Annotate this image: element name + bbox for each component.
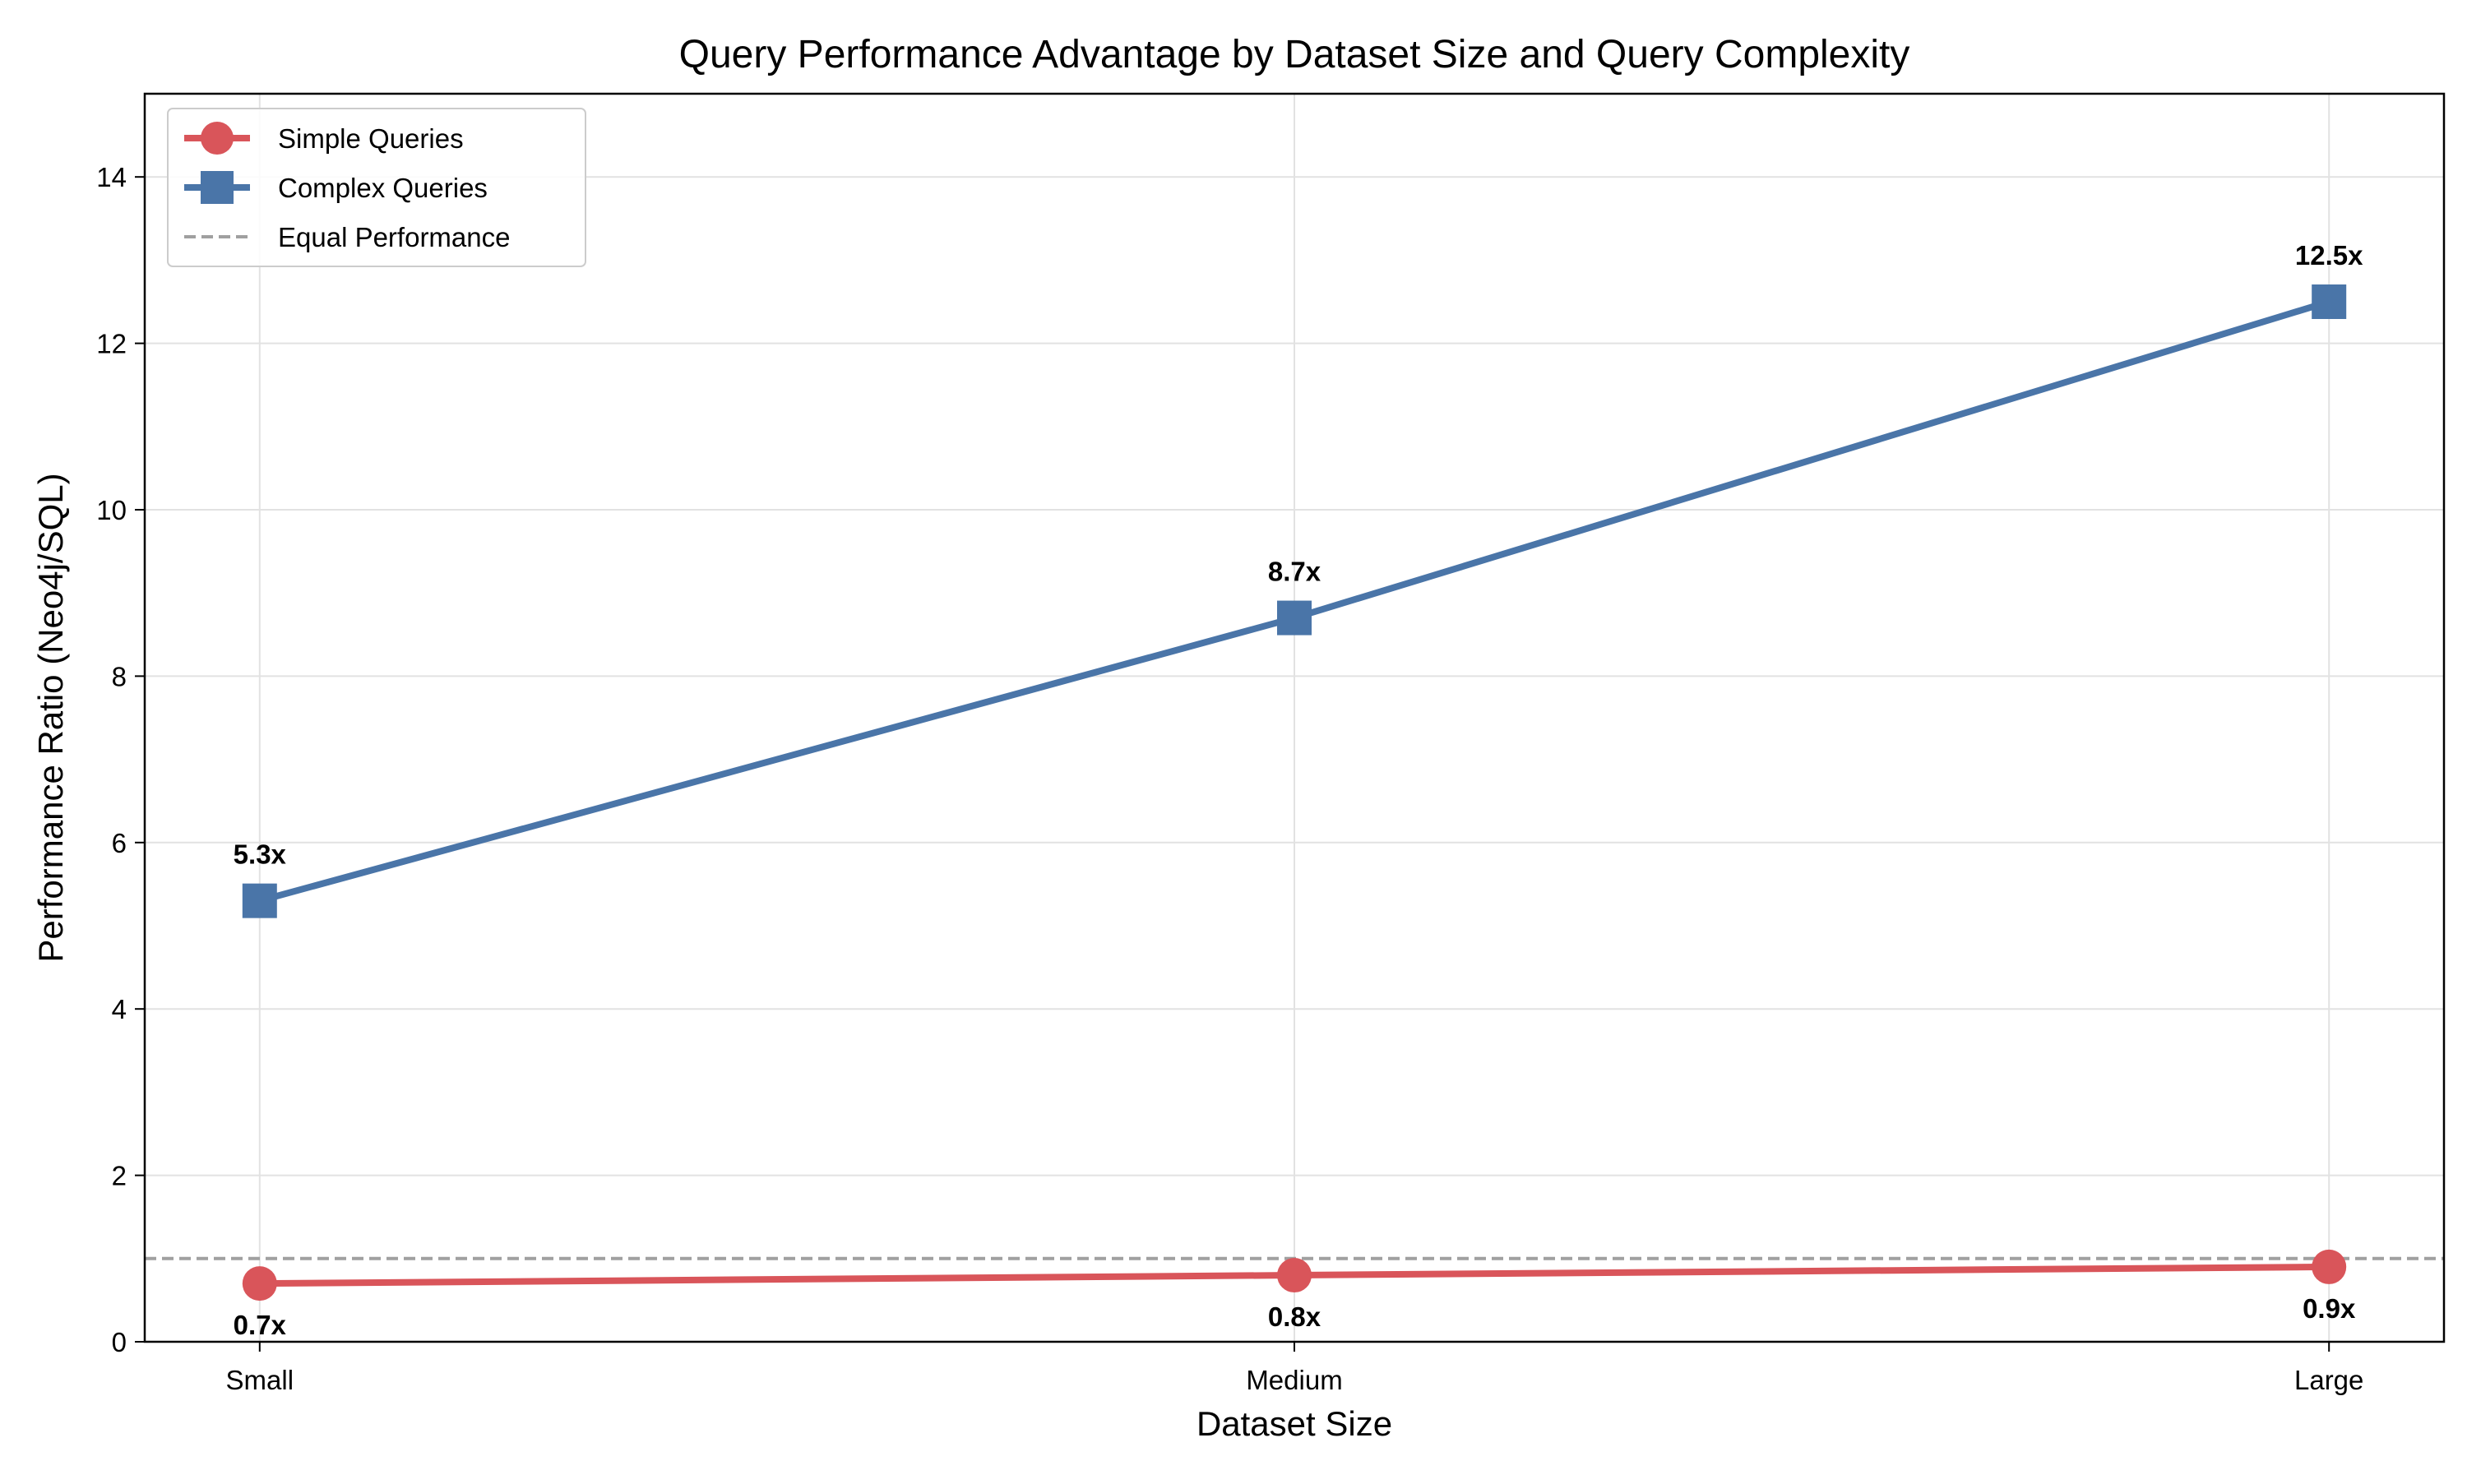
simple-queries-data-label: 0.8x bbox=[1268, 1301, 1321, 1332]
complex-queries-data-label: 8.7x bbox=[1268, 557, 1321, 587]
legend-simple-queries-marker bbox=[201, 122, 234, 155]
simple-queries-data-label: 0.7x bbox=[234, 1310, 287, 1340]
complex-queries-data-label: 12.5x bbox=[2295, 240, 2363, 270]
chart-title: Query Performance Advantage by Dataset S… bbox=[679, 33, 1910, 76]
complex-queries-point bbox=[2312, 284, 2347, 319]
legend-complex-queries-label: Complex Queries bbox=[278, 173, 488, 203]
y-tick-label: 4 bbox=[112, 994, 127, 1024]
legend: Simple Queries Complex Queries Equal Perfo… bbox=[167, 108, 586, 267]
simple-queries-point bbox=[2312, 1249, 2347, 1284]
x-axis-label: Dataset Size bbox=[1196, 1404, 1392, 1443]
x-tick-label: Medium bbox=[1246, 1365, 1342, 1395]
legend-complex-queries-marker bbox=[201, 171, 234, 204]
series-layer: 0.7x 0.8x 0.9x 5.3x 8.7x 12.5x bbox=[234, 240, 2363, 1340]
complex-queries-point bbox=[242, 883, 277, 918]
simple-queries-point bbox=[1277, 1258, 1312, 1293]
simple-queries-point bbox=[242, 1266, 277, 1301]
y-axis-label: Performance Ratio (Neo4j/SQL) bbox=[31, 473, 70, 962]
y-tick-label: 0 bbox=[112, 1327, 127, 1357]
complex-queries-data-label: 5.3x bbox=[234, 839, 287, 870]
legend-box bbox=[167, 108, 586, 267]
x-tick-label: Large bbox=[2294, 1365, 2363, 1395]
y-tick-label: 10 bbox=[96, 495, 127, 525]
x-tick-label: Small bbox=[226, 1365, 294, 1395]
y-tick-label: 6 bbox=[112, 828, 127, 858]
complex-queries-point bbox=[1277, 600, 1312, 636]
simple-queries-data-label: 0.9x bbox=[2303, 1293, 2356, 1324]
axis-ticks: Small Medium Large 0 2 4 6 8 10 12 14 bbox=[96, 162, 2363, 1395]
y-tick-label: 8 bbox=[112, 661, 127, 691]
y-tick-label: 2 bbox=[112, 1161, 127, 1191]
y-tick-label: 14 bbox=[96, 162, 127, 192]
legend-simple-queries-label: Simple Queries bbox=[278, 123, 464, 154]
y-tick-label: 12 bbox=[96, 329, 127, 359]
legend-equal-performance-label: Equal Performance bbox=[278, 222, 510, 252]
